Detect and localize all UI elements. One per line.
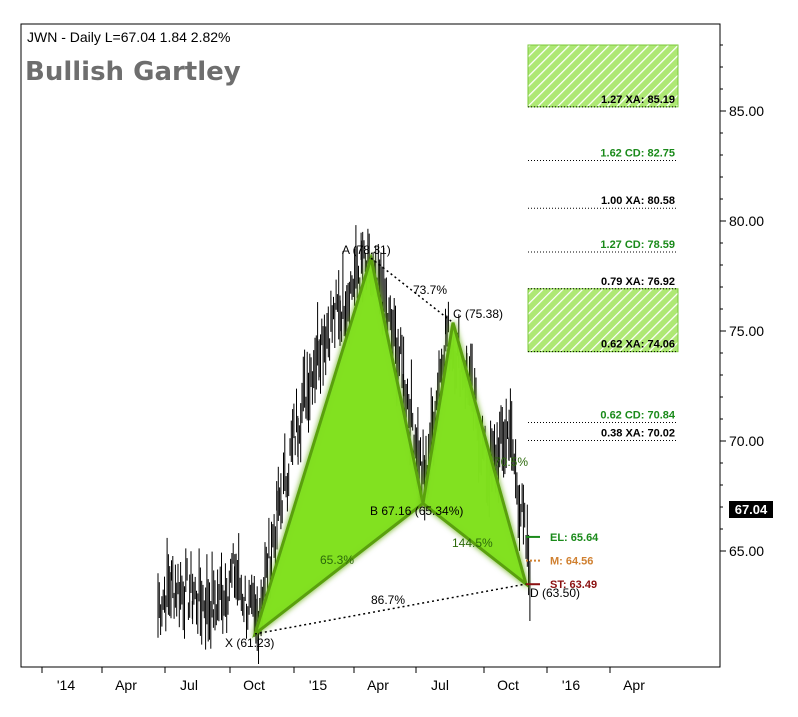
fib-level-label: 1.00 XA: 80.58 [601,195,675,207]
pattern-labels: X (61.23) A (78.31) B 67.16 (65.34%) C (75.… [225,243,580,650]
ratio-line-ac [370,257,454,324]
x-tick-label: Jul [180,677,198,693]
x-tick-label: '14 [57,677,75,693]
x-axis: '14 Apr Jul Oct '15 Apr Jul Oct '16 Apr [41,667,645,693]
symbol-line: JWN - Daily L=67.04 1.84 2.82% [27,29,231,45]
ratio-label-a-c: 73.7% [413,283,447,297]
pattern-triangle-xab [252,252,425,639]
trade-level-label: EL: 65.64 [550,532,599,544]
point-label-c: C (75.38) [453,307,503,321]
x-tick-label: '16 [562,677,580,693]
pattern-title: Bullish Gartley [25,57,241,87]
y-tick-label: 85.00 [729,103,764,119]
ratio-label-x-b: 65.3% [320,553,354,567]
y-tick-label: 75.00 [729,323,764,339]
ratio-label-c-d: 70.5% [494,455,528,469]
current-price-label: 67.04 [735,502,768,517]
fib-level-label: 1.27 CD: 78.59 [600,239,675,251]
trade-level-label: ST: 63.49 [550,579,597,591]
target-zone-1 [527,288,679,353]
fib-level-label: 1.62 CD: 82.75 [600,148,675,160]
y-tick-label: 70.00 [729,433,764,449]
fib-level-label: 0.62 XA: 74.06 [601,339,675,351]
x-tick-label: Oct [243,677,265,693]
point-label-d: D (63.50) [530,586,580,600]
ratio-line-xd [254,583,527,635]
ratio-label-x-d: 86.7% [371,593,405,607]
x-tick-label: '15 [309,677,327,693]
fib-level-lines: 1.27 XA: 85.19 1.62 CD: 82.75 1.00 XA: 80.… [528,94,678,442]
trade-levels: EL: 65.64 M: 64.56 ST: 63.49 [526,532,599,591]
point-label-a: A (78.31) [342,243,391,257]
trade-level-label: M: 64.56 [550,556,593,568]
point-label-x: X (61.23) [225,636,274,650]
y-axis: 65.00 70.00 75.00 80.00 85.00 [720,44,764,559]
target-zone-0 [527,44,679,108]
pattern-triangle-bcd [421,322,529,588]
y-tick-label: 65.00 [729,543,764,559]
x-tick-label: Oct [497,677,519,693]
fib-level-label: 0.62 CD: 70.84 [600,410,675,422]
x-tick-label: Jul [431,677,449,693]
x-tick-label: Apr [115,677,137,693]
x-tick-label: Apr [367,677,389,693]
fib-level-label: 0.79 XA: 76.92 [601,276,675,288]
fib-level-label: 0.38 XA: 70.02 [601,428,675,440]
target-zones [527,44,679,353]
gartley-pattern [252,252,529,639]
x-tick-label: Apr [623,677,645,693]
fib-level-label: 1.27 XA: 85.19 [601,94,675,106]
ratio-lines [254,257,527,635]
y-tick-label: 80.00 [729,213,764,229]
ratio-label-b-d: 144.5% [452,536,493,550]
point-label-b: B 67.16 (65.34%) [370,504,463,518]
current-price-tag [729,501,773,518]
